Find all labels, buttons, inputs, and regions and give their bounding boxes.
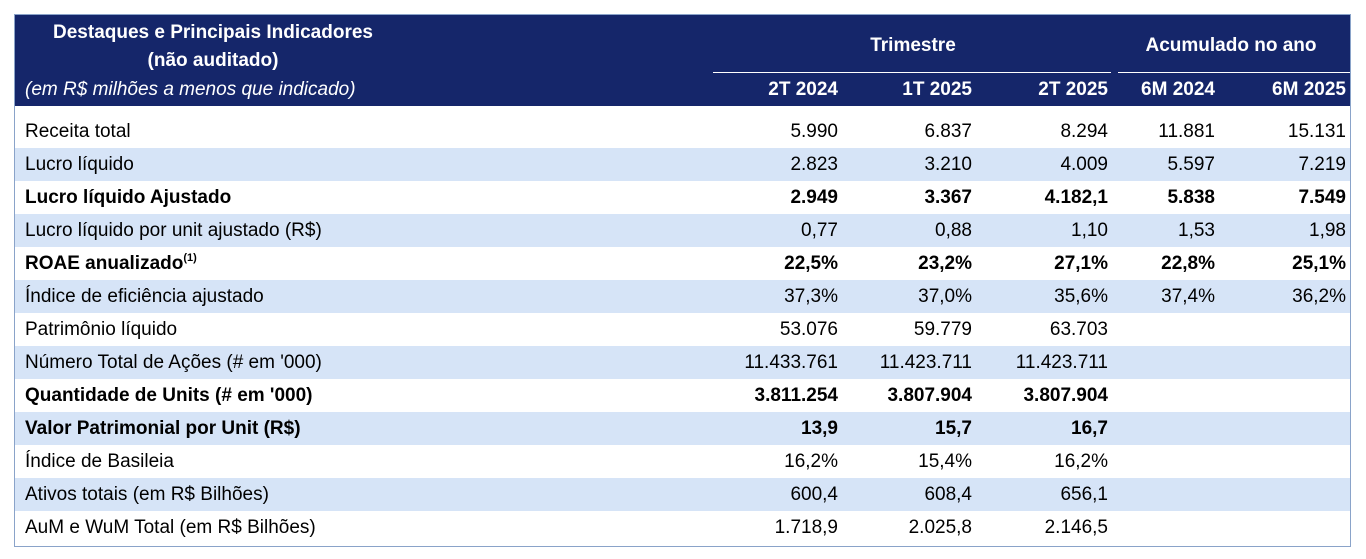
table-row-quantidade-units: Quantidade de Units (# em '000) 3.811.25… bbox=[15, 379, 1350, 412]
table-row-indice-basileia: Índice de Basileia 16,2% 15,4% 16,2% bbox=[15, 445, 1350, 478]
cell-1t-2025: 15,4% bbox=[918, 451, 972, 472]
row-label: Lucro líquido bbox=[25, 154, 134, 175]
cell-6m-2024: 5.597 bbox=[1167, 154, 1215, 175]
cell-2t-2024: 13,9 bbox=[801, 418, 838, 439]
cell-6m-2025: 1,98 bbox=[1309, 220, 1346, 241]
cell-2t-2024: 1.718,9 bbox=[774, 517, 838, 538]
cell-1t-2025: 15,7 bbox=[935, 418, 972, 439]
cell-2t-2024: 53.076 bbox=[779, 319, 838, 340]
table-body: Receita total 5.990 6.837 8.294 11.881 1… bbox=[15, 115, 1350, 544]
cell-6m-2024: 37,4% bbox=[1161, 286, 1215, 307]
table-title-line2: (não auditado) bbox=[147, 50, 279, 71]
table-row-ativos-totais: Ativos totais (em R$ Bilhões) 600,4 608,… bbox=[15, 478, 1350, 511]
table-row-numero-acoes: Número Total de Ações (# em '000) 11.433… bbox=[15, 346, 1350, 379]
cell-1t-2025: 3.807.904 bbox=[887, 385, 972, 406]
cell-2t-2025: 8.294 bbox=[1060, 121, 1108, 142]
group-divider-trimestre bbox=[713, 72, 1111, 73]
cell-2t-2025: 1,10 bbox=[1071, 220, 1108, 241]
cell-1t-2025: 6.837 bbox=[924, 121, 972, 142]
row-label: Lucro líquido Ajustado bbox=[25, 187, 232, 208]
table-row-lucro-por-unit: Lucro líquido por unit ajustado (R$) 0,7… bbox=[15, 214, 1350, 247]
row-label: Patrimônio líquido bbox=[25, 319, 178, 340]
cell-2t-2024: 600,4 bbox=[790, 484, 838, 505]
cell-6m-2025: 7.549 bbox=[1298, 187, 1346, 208]
cell-2t-2025: 16,7 bbox=[1071, 418, 1108, 439]
table-header: Destaques e Principais Indicadores (não … bbox=[15, 15, 1350, 106]
table-row-aum-wum: AuM e WuM Total (em R$ Bilhões) 1.718,9 … bbox=[15, 511, 1350, 544]
cell-6m-2025: 7.219 bbox=[1298, 154, 1346, 175]
row-label: Valor Patrimonial por Unit (R$) bbox=[25, 418, 301, 439]
row-label: Índice de eficiência ajustado bbox=[25, 286, 264, 307]
row-label: Lucro líquido por unit ajustado (R$) bbox=[25, 220, 322, 241]
row-label: Receita total bbox=[25, 121, 131, 142]
table-title: Destaques e Principais Indicadores (não … bbox=[23, 19, 403, 75]
indicators-table: Destaques e Principais Indicadores (não … bbox=[14, 14, 1351, 547]
cell-1t-2025: 2.025,8 bbox=[908, 517, 972, 538]
row-label: Índice de Basileia bbox=[25, 451, 174, 472]
cell-6m-2024: 1,53 bbox=[1178, 220, 1215, 241]
table-row-lucro-liquido: Lucro líquido 2.823 3.210 4.009 5.597 7.… bbox=[15, 148, 1350, 181]
cell-2t-2025: 4.182,1 bbox=[1044, 187, 1108, 208]
cell-2t-2024: 37,3% bbox=[784, 286, 838, 307]
cell-2t-2024: 3.811.254 bbox=[754, 385, 838, 406]
cell-6m-2024: 22,8% bbox=[1161, 253, 1215, 274]
table-row-valor-patrimonial: Valor Patrimonial por Unit (R$) 13,9 15,… bbox=[15, 412, 1350, 445]
cell-1t-2025: 0,88 bbox=[935, 220, 972, 241]
group-divider-acumulado bbox=[1118, 72, 1350, 73]
cell-2t-2024: 2.823 bbox=[790, 154, 838, 175]
table-row-lucro-liquido-ajustado: Lucro líquido Ajustado 2.949 3.367 4.182… bbox=[15, 181, 1350, 214]
cell-1t-2025: 23,2% bbox=[918, 253, 972, 274]
cell-2t-2025: 656,1 bbox=[1060, 484, 1108, 505]
column-header-2t-2025: 2T 2025 bbox=[1038, 79, 1108, 100]
row-label-text: ROAE anualizado bbox=[25, 253, 184, 274]
cell-1t-2025: 59.779 bbox=[913, 319, 972, 340]
column-header-6m-2024: 6M 2024 bbox=[1141, 79, 1215, 100]
cell-6m-2024: 5.838 bbox=[1167, 187, 1215, 208]
table-row-indice-eficiencia: Índice de eficiência ajustado 37,3% 37,0… bbox=[15, 280, 1350, 313]
row-label: AuM e WuM Total (em R$ Bilhões) bbox=[25, 517, 316, 538]
cell-1t-2025: 37,0% bbox=[918, 286, 972, 307]
cell-2t-2025: 3.807.904 bbox=[1023, 385, 1108, 406]
column-header-1t-2025: 1T 2025 bbox=[902, 79, 972, 100]
cell-2t-2025: 63.703 bbox=[1049, 319, 1108, 340]
cell-1t-2025: 11.423.711 bbox=[879, 352, 972, 373]
cell-2t-2024: 0,77 bbox=[801, 220, 838, 241]
table-row-patrimonio-liquido: Patrimônio líquido 53.076 59.779 63.703 bbox=[15, 313, 1350, 346]
row-label: Número Total de Ações (# em '000) bbox=[25, 352, 322, 373]
group-header-trimestre: Trimestre bbox=[870, 35, 956, 56]
table-row-receita-total: Receita total 5.990 6.837 8.294 11.881 1… bbox=[15, 115, 1350, 148]
table-title-line1: Destaques e Principais Indicadores bbox=[53, 22, 373, 43]
cell-2t-2025: 35,6% bbox=[1054, 286, 1108, 307]
cell-2t-2025: 27,1% bbox=[1054, 253, 1108, 274]
column-header-6m-2025: 6M 2025 bbox=[1272, 79, 1346, 100]
cell-2t-2025: 16,2% bbox=[1054, 451, 1108, 472]
row-label: ROAE anualizado(1) bbox=[25, 247, 197, 280]
row-label: Quantidade de Units (# em '000) bbox=[25, 385, 313, 406]
table-row-roae: ROAE anualizado(1) 22,5% 23,2% 27,1% 22,… bbox=[15, 247, 1350, 280]
cell-1t-2025: 3.210 bbox=[924, 154, 972, 175]
group-header-acumulado: Acumulado no ano bbox=[1145, 35, 1317, 56]
cell-2t-2024: 2.949 bbox=[790, 187, 838, 208]
cell-6m-2024: 11.881 bbox=[1158, 121, 1215, 142]
cell-2t-2024: 22,5% bbox=[784, 253, 838, 274]
footnote-marker: (1) bbox=[183, 252, 197, 264]
cell-6m-2025: 25,1% bbox=[1292, 253, 1346, 274]
cell-2t-2025: 2.146,5 bbox=[1044, 517, 1108, 538]
cell-6m-2025: 36,2% bbox=[1292, 286, 1346, 307]
cell-2t-2024: 16,2% bbox=[784, 451, 838, 472]
cell-2t-2024: 11.433.761 bbox=[744, 352, 838, 373]
cell-1t-2025: 608,4 bbox=[924, 484, 972, 505]
cell-2t-2025: 4.009 bbox=[1060, 154, 1108, 175]
row-label: Ativos totais (em R$ Bilhões) bbox=[25, 484, 269, 505]
cell-1t-2025: 3.367 bbox=[924, 187, 972, 208]
cell-2t-2024: 5.990 bbox=[790, 121, 838, 142]
table-units-note: (em R$ milhões a menos que indicado) bbox=[25, 79, 356, 100]
column-header-2t-2024: 2T 2024 bbox=[768, 79, 838, 100]
cell-6m-2025: 15.131 bbox=[1287, 121, 1346, 142]
cell-2t-2025: 11.423.711 bbox=[1015, 352, 1108, 373]
